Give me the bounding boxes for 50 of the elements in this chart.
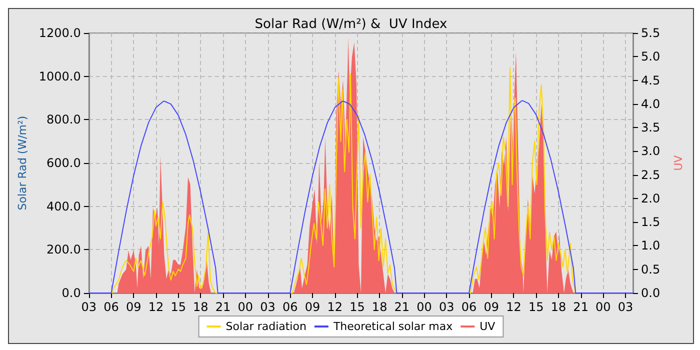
x-tick-label: 06: [104, 300, 119, 314]
x-tick-label: 21: [573, 300, 588, 314]
y-tick-label: 1000.0: [38, 69, 81, 84]
x-tick-label: 15: [170, 300, 186, 314]
x-tick-label: 15: [528, 300, 544, 314]
y2-tick-label: 3.5: [641, 120, 660, 135]
x-tick-label: 03: [439, 300, 454, 314]
y2-tick-label: 5.0: [641, 50, 660, 64]
x-tick-label: 00: [238, 300, 254, 314]
x-tick-label: 21: [394, 300, 410, 314]
x-tick-label: 18: [550, 300, 566, 314]
y2-tick-label: 1.0: [641, 238, 660, 253]
y-tick-label: 200.0: [46, 242, 81, 257]
x-tick-label: 12: [327, 300, 342, 314]
x-tick-label: 09: [304, 300, 320, 314]
y2-tick-label: 5.5: [641, 26, 660, 40]
x-tick-label: 21: [215, 300, 231, 314]
x-tick-label: 09: [484, 300, 500, 314]
y-tick-label: 1200.0: [38, 26, 81, 40]
legend-label: UV: [480, 320, 496, 333]
x-tick-label: 00: [596, 300, 611, 314]
x-tick-label: 12: [148, 300, 164, 314]
legend-label: Theoretical solar max: [332, 320, 454, 333]
y2-axis-title: UV: [672, 154, 685, 171]
x-tick-label: 03: [618, 300, 634, 314]
x-tick-label: 18: [372, 300, 388, 314]
x-tick-label: 06: [461, 300, 477, 314]
y2-tick-label: 2.0: [641, 191, 660, 206]
x-tick-label: 00: [416, 300, 432, 314]
y2-tick-label: 3.0: [641, 144, 660, 158]
y2-tick-label: 1.5: [641, 215, 660, 230]
y-tick-label: 600.0: [46, 156, 81, 170]
y2-tick-label: 0.5: [641, 262, 660, 276]
y2-tick-label: 4.0: [641, 96, 660, 111]
x-tick-label: 03: [81, 300, 97, 314]
y-tick-label: 0.0: [62, 286, 81, 300]
x-tick-label: 12: [506, 300, 522, 314]
chart-title: Solar Rad (W/m²) & UV Index: [254, 17, 448, 32]
y-tick-label: 400.0: [46, 199, 81, 214]
y-tick-label: 800.0: [46, 112, 81, 127]
x-tick-label: 09: [126, 300, 142, 314]
y-axis-title: Solar Rad (W/m²): [16, 116, 29, 210]
y2-tick-label: 4.5: [641, 73, 660, 88]
y2-tick-label: 2.5: [641, 168, 660, 182]
legend-label: Solar radiation: [226, 320, 306, 333]
x-tick-label: 06: [282, 300, 298, 314]
x-tick-label: 18: [193, 300, 208, 314]
x-tick-label: 15: [350, 300, 365, 314]
x-tick-label: 03: [260, 300, 276, 314]
y2-tick-label: 0.0: [641, 286, 660, 300]
